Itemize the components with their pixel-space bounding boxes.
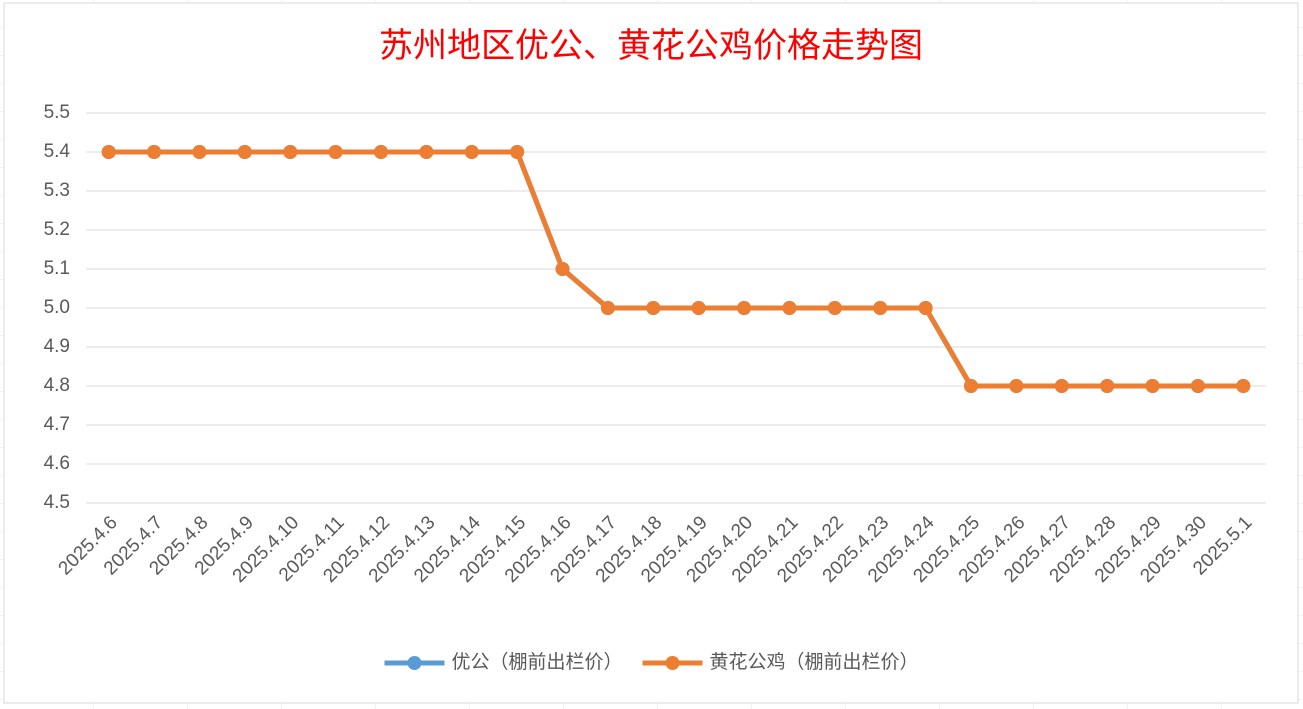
- marker: [237, 145, 252, 159]
- legend-marker: [665, 656, 680, 670]
- marker: [101, 145, 116, 159]
- marker: [419, 145, 434, 159]
- y-tick-label: 5.4: [44, 141, 71, 162]
- chart-area: [3, 2, 1299, 704]
- y-tick-label: 5.0: [44, 297, 70, 318]
- marker: [374, 145, 388, 159]
- y-tick-label: 5.2: [44, 219, 70, 240]
- marker: [1009, 379, 1024, 393]
- marker: [600, 301, 615, 315]
- marker: [147, 145, 162, 159]
- y-tick-label: 5.5: [44, 102, 70, 123]
- y-tick-label: 4.7: [44, 414, 70, 435]
- marker: [1190, 379, 1205, 393]
- chart-title: 苏州地区优公、黄花公鸡价格走势图: [379, 26, 923, 66]
- marker: [328, 145, 343, 159]
- y-tick-label: 4.5: [44, 492, 70, 513]
- y-tick-label: 5.3: [44, 180, 70, 201]
- marker: [782, 301, 797, 315]
- marker: [827, 301, 842, 315]
- legend-label: 黄花公鸡（棚前出栏价）: [710, 651, 919, 673]
- y-tick-label: 4.8: [44, 375, 70, 396]
- legend-label: 优公（棚前出栏价）: [451, 651, 622, 673]
- marker: [918, 301, 933, 315]
- marker: [737, 301, 752, 315]
- marker: [964, 379, 978, 393]
- marker: [873, 301, 888, 315]
- marker: [1100, 379, 1115, 393]
- marker: [1145, 379, 1160, 393]
- marker: [283, 145, 298, 159]
- y-tick-label: 4.6: [44, 453, 70, 474]
- marker: [510, 145, 525, 159]
- legend-marker: [407, 656, 422, 670]
- series-line: [108, 149, 1244, 389]
- marker: [1236, 379, 1251, 393]
- marker: [464, 145, 479, 159]
- marker: [691, 301, 706, 315]
- marker: [1054, 379, 1069, 393]
- marker: [646, 301, 661, 315]
- y-tick-label: 4.9: [44, 336, 70, 357]
- marker: [192, 145, 207, 159]
- marker: [555, 262, 570, 276]
- y-tick-label: 5.1: [44, 258, 70, 279]
